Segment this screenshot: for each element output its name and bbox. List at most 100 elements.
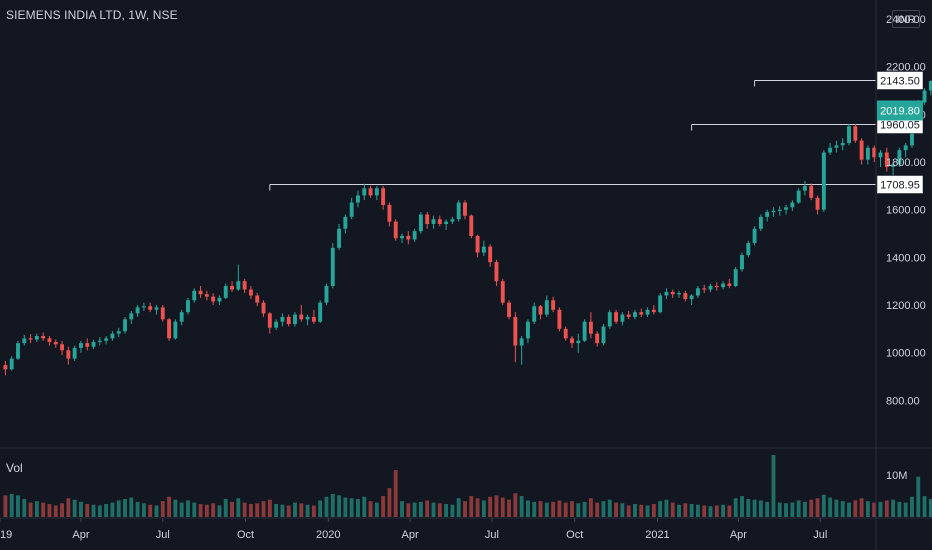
candle[interactable] — [481, 240, 486, 257]
candle[interactable] — [683, 290, 688, 302]
volume-bar[interactable] — [645, 505, 650, 517]
volume-bar[interactable] — [834, 499, 839, 517]
candle[interactable] — [771, 207, 776, 217]
volume-bar[interactable] — [821, 494, 826, 517]
candle[interactable] — [570, 336, 574, 348]
volume-bar[interactable] — [141, 503, 146, 517]
candle[interactable] — [356, 190, 360, 208]
candle[interactable] — [544, 295, 549, 317]
candle[interactable] — [337, 224, 342, 251]
volume-bar[interactable] — [374, 502, 379, 517]
volume-bar[interactable] — [727, 505, 732, 517]
candle[interactable] — [519, 336, 524, 365]
volume-bar[interactable] — [349, 498, 354, 517]
volume-bar[interactable] — [91, 504, 96, 517]
candle[interactable] — [538, 305, 543, 320]
candle[interactable] — [588, 312, 593, 339]
candle[interactable] — [374, 185, 379, 201]
candle[interactable] — [318, 300, 323, 323]
candle[interactable] — [217, 295, 222, 306]
volume-bar[interactable] — [544, 502, 549, 517]
level-line[interactable] — [754, 80, 876, 87]
volume-bar[interactable] — [406, 503, 411, 517]
volume-bar[interactable] — [809, 499, 814, 517]
volume-bar[interactable] — [78, 501, 83, 517]
volume-bar[interactable] — [853, 500, 858, 517]
candle[interactable] — [255, 293, 260, 307]
volume-bar[interactable] — [872, 502, 877, 517]
candle[interactable] — [160, 305, 165, 322]
candle[interactable] — [733, 266, 738, 288]
candle[interactable] — [847, 123, 851, 146]
volume-bar[interactable] — [702, 505, 707, 517]
volume-bar[interactable] — [847, 502, 851, 517]
candle[interactable] — [670, 289, 675, 298]
candle[interactable] — [714, 282, 719, 291]
volume-bar[interactable] — [400, 501, 404, 517]
candle[interactable] — [387, 202, 392, 227]
volume-bar[interactable] — [368, 501, 373, 517]
volume-bar[interactable] — [557, 500, 562, 517]
volume-bar[interactable] — [878, 501, 883, 517]
candle[interactable] — [859, 138, 864, 165]
candle[interactable] — [444, 219, 449, 230]
candle[interactable] — [223, 283, 228, 300]
candle[interactable] — [97, 337, 102, 346]
volume-bar[interactable] — [34, 501, 39, 517]
volume-bar[interactable] — [204, 504, 209, 517]
candle[interactable] — [626, 310, 631, 320]
volume-bar[interactable] — [796, 500, 801, 517]
volume-bar[interactable] — [16, 495, 20, 517]
volume-bar[interactable] — [695, 504, 700, 517]
volume-bar[interactable] — [116, 500, 121, 517]
candle[interactable] — [248, 285, 253, 300]
volume-bar[interactable] — [248, 504, 253, 517]
volume-bar[interactable] — [714, 505, 719, 517]
volume-bar[interactable] — [412, 502, 417, 517]
currency-badge[interactable]: INR — [892, 10, 920, 28]
volume-bar[interactable] — [72, 499, 77, 517]
candle[interactable] — [330, 243, 335, 289]
candle[interactable] — [463, 200, 467, 220]
candle[interactable] — [582, 319, 587, 342]
candle[interactable] — [85, 338, 90, 351]
volume-bar[interactable] — [223, 498, 228, 517]
candle[interactable] — [450, 216, 455, 224]
volume-bar[interactable] — [450, 504, 455, 517]
volume-bar[interactable] — [595, 502, 600, 517]
volume-bar[interactable] — [677, 504, 681, 517]
candle[interactable] — [828, 142, 833, 155]
candle[interactable] — [639, 308, 644, 317]
volume-bar[interactable] — [299, 503, 304, 517]
candle[interactable] — [777, 206, 782, 216]
candle[interactable] — [928, 80, 932, 96]
volume-bar[interactable] — [639, 504, 644, 517]
volume-bar[interactable] — [242, 502, 247, 517]
candle[interactable] — [110, 331, 115, 341]
candle[interactable] — [721, 281, 726, 290]
volume-bar[interactable] — [255, 503, 260, 517]
volume-bar[interactable] — [267, 499, 272, 517]
candle[interactable] — [230, 281, 234, 292]
volume-bar[interactable] — [85, 504, 90, 517]
candle[interactable] — [865, 145, 870, 165]
volume-bar[interactable] — [916, 476, 921, 517]
volume-bar[interactable] — [500, 497, 505, 517]
volume-bar[interactable] — [897, 501, 902, 517]
volume-bar[interactable] — [922, 496, 927, 517]
volume-bar[interactable] — [865, 501, 870, 517]
candle[interactable] — [349, 197, 354, 220]
candle[interactable] — [620, 312, 625, 326]
volume-bar[interactable] — [891, 499, 896, 517]
volume-bar[interactable] — [481, 500, 486, 517]
volume-bar[interactable] — [689, 504, 694, 517]
volume-bar[interactable] — [324, 496, 329, 517]
volume-bar[interactable] — [123, 498, 127, 517]
candle[interactable] — [708, 283, 713, 292]
candle[interactable] — [286, 314, 291, 327]
candle[interactable] — [91, 339, 96, 350]
candle[interactable] — [192, 288, 197, 303]
candle[interactable] — [664, 288, 669, 300]
volume-bar[interactable] — [620, 503, 625, 517]
